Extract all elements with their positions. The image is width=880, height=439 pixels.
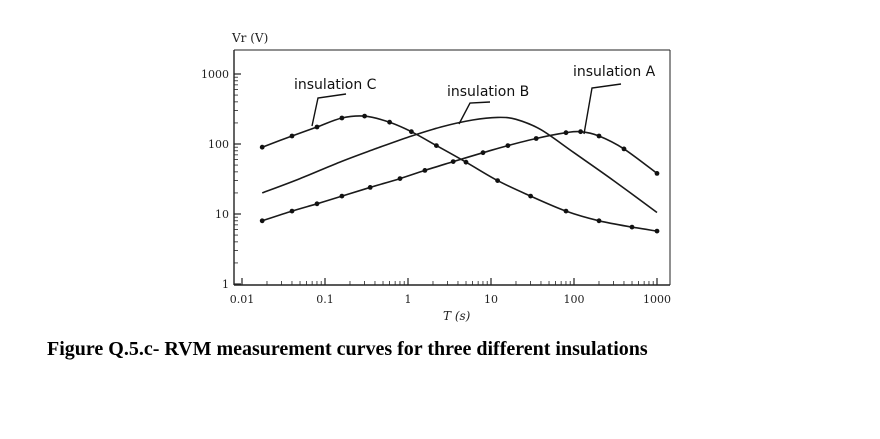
x-tick-label: 1 xyxy=(405,293,412,306)
point-insulation-c xyxy=(362,113,367,119)
x-ticks: 0.01 0.1 1 10 100 1000 xyxy=(230,278,671,306)
rvm-chart: 1 10 100 1000 0.01 0.1 1 10 100 1000 Vr (V) T (s… xyxy=(201,31,671,323)
y-ticks: 1 10 100 1000 xyxy=(201,68,241,291)
point-insulation-c xyxy=(495,178,500,184)
point-insulation-a xyxy=(621,146,627,152)
point-insulation-c xyxy=(463,159,469,165)
curve-insulation-c xyxy=(261,115,658,232)
point-insulation-a xyxy=(450,159,456,165)
point-insulation-c xyxy=(434,143,439,149)
point-insulation-a xyxy=(563,130,569,136)
y-tick-label: 100 xyxy=(208,138,229,151)
x-tick-label: 100 xyxy=(564,293,585,306)
point-insulation-a xyxy=(289,208,295,214)
point-insulation-c xyxy=(629,224,635,230)
x-axis-title: T (s) xyxy=(443,309,471,323)
point-insulation-c xyxy=(289,133,295,139)
point-insulation-a xyxy=(397,176,403,182)
leader-insulation-a xyxy=(583,83,622,135)
leader-insulation-c xyxy=(311,93,347,127)
point-insulation-c xyxy=(339,115,345,121)
point-insulation-a xyxy=(314,201,320,207)
point-insulation-a xyxy=(596,133,602,139)
curves xyxy=(259,113,660,234)
x-tick-label: 0.01 xyxy=(230,293,255,306)
point-insulation-a xyxy=(578,129,583,135)
point-insulation-c xyxy=(654,228,660,234)
x-tick-label: 1000 xyxy=(643,293,671,306)
point-insulation-c xyxy=(563,208,569,214)
y-axis-title: Vr (V) xyxy=(231,31,268,45)
figure-caption: Figure Q.5.c- RVM measurement curves for… xyxy=(47,338,648,360)
point-insulation-c xyxy=(314,124,320,130)
point-insulation-a xyxy=(505,143,511,149)
label-insulation-a: insulation A xyxy=(573,64,656,80)
point-insulation-c xyxy=(596,218,602,224)
point-insulation-c xyxy=(409,129,414,135)
curve-insulation-b xyxy=(261,116,658,214)
x-tick-label: 10 xyxy=(484,293,498,306)
point-insulation-a xyxy=(367,185,373,190)
leader-insulation-b xyxy=(458,101,491,125)
curve-insulation-a xyxy=(261,130,658,222)
point-insulation-a xyxy=(259,218,265,224)
point-insulation-a xyxy=(533,136,539,141)
point-insulation-a xyxy=(480,150,486,156)
point-insulation-c xyxy=(259,144,265,150)
label-insulation-c: insulation C xyxy=(294,77,377,93)
y-tick-label: 1000 xyxy=(201,68,229,81)
y-tick-label: 10 xyxy=(215,208,229,221)
point-insulation-c xyxy=(387,119,392,125)
label-insulation-b: insulation B xyxy=(447,84,529,100)
point-insulation-c xyxy=(528,193,533,199)
point-insulation-a xyxy=(339,193,345,199)
y-tick-label: 1 xyxy=(222,278,229,291)
curve-labels: insulation C insulation B insulation A xyxy=(294,64,656,135)
point-insulation-a xyxy=(422,168,428,173)
x-tick-label: 0.1 xyxy=(316,293,334,306)
point-insulation-a xyxy=(654,171,660,176)
